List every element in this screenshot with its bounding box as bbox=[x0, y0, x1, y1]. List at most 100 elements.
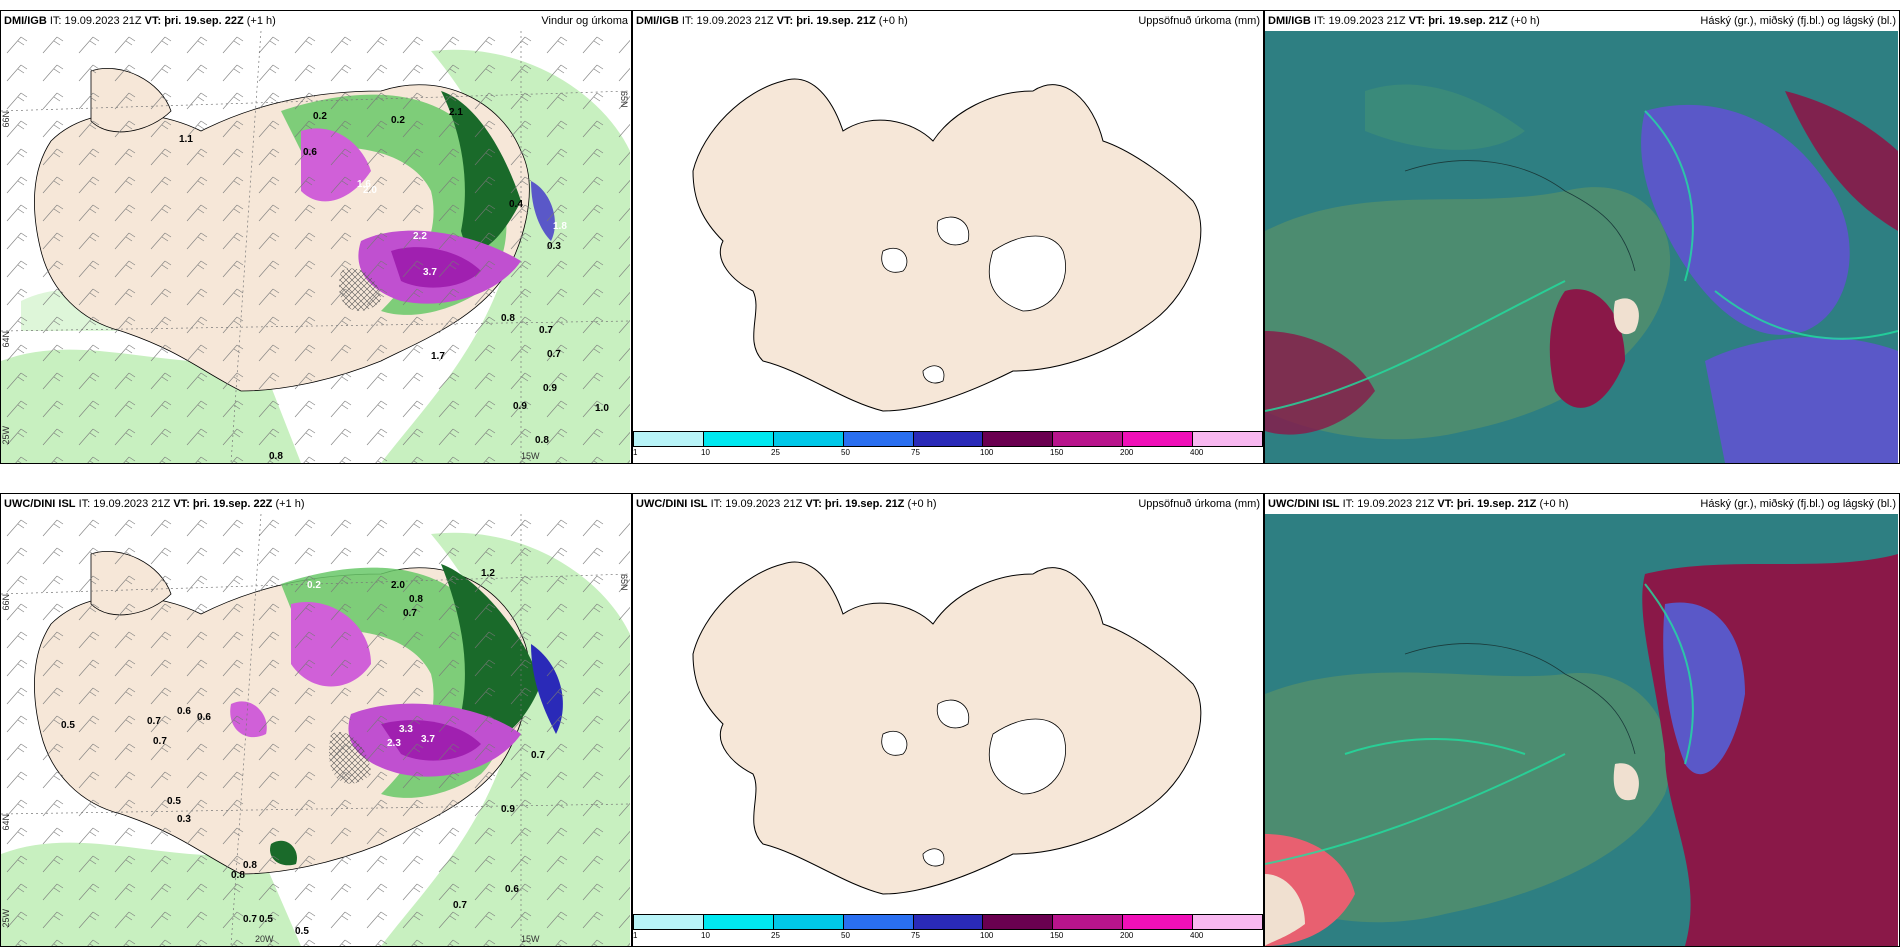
legend-label: 200 bbox=[1120, 931, 1134, 940]
map-area[interactable]: 66N 64N 65N 25W 20W 15W 0.2 2.0 0.8 0.7 … bbox=[1, 513, 631, 946]
legend-colorbar bbox=[633, 431, 1263, 447]
valid-label: VT: bbox=[1408, 15, 1426, 27]
precip-value: 0.7 bbox=[531, 750, 545, 761]
lead-time: (+1 h) bbox=[246, 15, 276, 27]
lat-tick-label: 66N bbox=[1, 111, 11, 128]
legend-swatch bbox=[773, 432, 844, 446]
precip-value: 0.6 bbox=[303, 147, 317, 158]
legend-labels: 1 10 25 50 75 100 150 200 400 bbox=[633, 930, 1263, 940]
precip-value: 0.8 bbox=[501, 313, 515, 324]
precip-value: 0.7 bbox=[547, 349, 561, 360]
panel-header: UWC/DINI ISL IT: 19.09.2023 21Z VT: þri.… bbox=[1, 494, 631, 514]
panel-header: UWC/DINI ISL IT: 19.09.2023 21Z VT: þri.… bbox=[1265, 494, 1899, 514]
precip-value: 0.8 bbox=[535, 435, 549, 446]
precip-value: 0.7 bbox=[403, 608, 417, 619]
panel-title: Uppsöfnuð úrkoma (mm) bbox=[1138, 15, 1260, 27]
precip-value: 1.8 bbox=[553, 221, 567, 232]
precip-value: 3.7 bbox=[423, 267, 437, 278]
lead-time: (+0 h) bbox=[907, 498, 937, 510]
lon-tick-label: 25W bbox=[1, 426, 11, 445]
legend-swatch bbox=[983, 432, 1054, 446]
precip-value: 0.2 bbox=[307, 580, 321, 591]
legend-swatch bbox=[634, 915, 704, 929]
precip-value: 0.6 bbox=[177, 706, 191, 717]
lat-tick-label: 65N bbox=[619, 91, 629, 108]
map-area[interactable] bbox=[1265, 31, 1899, 463]
init-time: IT: 19.09.2023 21Z bbox=[49, 15, 142, 27]
iceland-outline-map bbox=[633, 514, 1262, 914]
legend-label: 150 bbox=[1050, 931, 1064, 940]
legend-swatch bbox=[1193, 915, 1263, 929]
wind-precip-map bbox=[1, 30, 631, 463]
valid-time: þri. 19.sep. 22Z bbox=[164, 15, 244, 27]
legend-label: 200 bbox=[1120, 448, 1134, 457]
precip-value: 2.3 bbox=[387, 738, 401, 749]
init-time: IT: 19.09.2023 21Z bbox=[710, 498, 803, 510]
lead-time: (+1 h) bbox=[275, 498, 305, 510]
map-area[interactable] bbox=[1265, 514, 1899, 946]
precip-value: 0.7 bbox=[243, 914, 257, 925]
accum-precip-panel-uwc: UWC/DINI ISL IT: 19.09.2023 21Z VT: þri.… bbox=[632, 493, 1264, 947]
legend-swatch bbox=[983, 915, 1054, 929]
model-name: UWC/DINI ISL bbox=[636, 498, 708, 510]
lat-tick-label: 65N bbox=[619, 574, 629, 591]
precip-value: 0.6 bbox=[505, 884, 519, 895]
precip-value: 0.2 bbox=[391, 115, 405, 126]
valid-label: VT: bbox=[144, 15, 162, 27]
legend-label: 10 bbox=[701, 448, 710, 457]
legend-colorbar bbox=[633, 914, 1263, 930]
legend-swatch bbox=[913, 432, 984, 446]
lon-tick-label: 20W bbox=[255, 934, 274, 944]
legend-swatch bbox=[1053, 432, 1124, 446]
init-time: IT: 19.09.2023 21Z bbox=[1313, 15, 1406, 27]
cloud-cover-map bbox=[1265, 31, 1899, 463]
cloud-cover-panel-dmi: DMI/IGB IT: 19.09.2023 21Z VT: þri. 19.s… bbox=[1264, 10, 1900, 464]
precip-value: 1.6 bbox=[357, 179, 371, 190]
map-area[interactable]: 66N 64N 65N 25W 15W 1.1 0.2 0.2 0.6 2.1 … bbox=[1, 30, 631, 463]
legend-swatch bbox=[1123, 432, 1194, 446]
wind-precip-panel-dmi: DMI/IGB IT: 19.09.2023 21Z VT: þri. 19.s… bbox=[0, 10, 632, 464]
lead-time: (+0 h) bbox=[1510, 15, 1540, 27]
precip-value: 1.7 bbox=[431, 351, 445, 362]
precip-legend: 1 10 25 50 75 100 150 200 400 bbox=[633, 431, 1263, 457]
init-time: IT: 19.09.2023 21Z bbox=[681, 15, 774, 27]
map-area[interactable] bbox=[633, 514, 1263, 914]
lon-tick-label: 15W bbox=[521, 934, 540, 944]
model-name: UWC/DINI ISL bbox=[4, 498, 76, 510]
legend-swatch bbox=[634, 432, 704, 446]
map-area[interactable] bbox=[633, 31, 1263, 431]
legend-label: 100 bbox=[980, 931, 994, 940]
precip-value: 0.7 bbox=[539, 325, 553, 336]
legend-label: 25 bbox=[771, 448, 780, 457]
legend-label: 50 bbox=[841, 931, 850, 940]
precip-value: 2.2 bbox=[413, 231, 427, 242]
accum-precip-panel-dmi: DMI/IGB IT: 19.09.2023 21Z VT: þri. 19.s… bbox=[632, 10, 1264, 464]
valid-label: VT: bbox=[805, 498, 822, 510]
precip-value: 2.0 bbox=[363, 185, 377, 196]
model-name: DMI/IGB bbox=[1268, 15, 1311, 27]
panel-title: Háský (gr.), miðský (fj.bl.) og lágský (… bbox=[1700, 498, 1896, 510]
legend-label: 400 bbox=[1190, 448, 1204, 457]
precip-value: 3.3 bbox=[399, 724, 413, 735]
precip-value: 0.9 bbox=[513, 401, 527, 412]
lon-tick-label: 15W bbox=[521, 451, 540, 461]
lon-tick-label: 25W bbox=[1, 909, 11, 928]
precip-value: 0.7 bbox=[453, 900, 467, 911]
precip-value: 1.1 bbox=[179, 134, 193, 145]
valid-label: VT: bbox=[1437, 498, 1454, 510]
precip-value: 0.9 bbox=[501, 804, 515, 815]
precip-value: 0.7 bbox=[147, 716, 161, 727]
precip-value: 0.8 bbox=[269, 451, 283, 462]
legend-swatch bbox=[843, 432, 914, 446]
legend-label: 150 bbox=[1050, 448, 1064, 457]
precip-value: 1.0 bbox=[595, 403, 609, 414]
precip-value: 0.5 bbox=[167, 796, 181, 807]
panel-header: DMI/IGB IT: 19.09.2023 21Z VT: þri. 19.s… bbox=[1265, 11, 1899, 31]
precip-value: 0.8 bbox=[409, 594, 423, 605]
init-time: IT: 19.09.2023 21Z bbox=[78, 498, 171, 510]
legend-label: 400 bbox=[1190, 931, 1204, 940]
valid-time: þri. 19.sep. 21Z bbox=[1428, 15, 1508, 27]
legend-swatch bbox=[773, 915, 844, 929]
valid-label: VT: bbox=[173, 498, 190, 510]
